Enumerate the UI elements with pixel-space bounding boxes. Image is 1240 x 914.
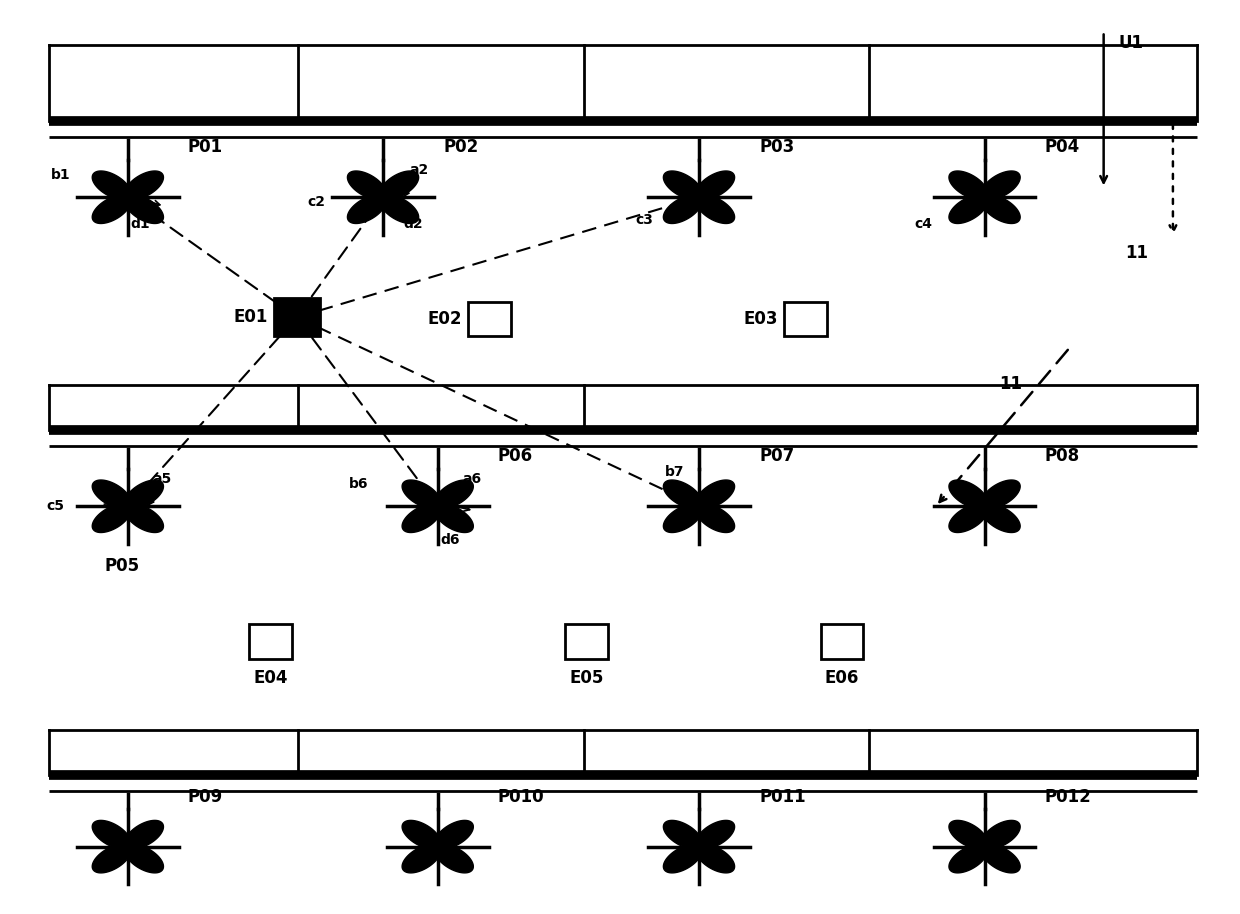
Text: P01: P01 [188,138,223,156]
Text: c2: c2 [308,195,325,208]
Text: P03: P03 [759,138,795,156]
Text: b6: b6 [348,477,368,491]
Text: a2: a2 [410,164,429,177]
Text: P07: P07 [759,448,795,465]
Text: c3: c3 [635,213,653,227]
Text: 11: 11 [1126,244,1148,261]
Text: a5: a5 [153,473,171,486]
Text: P02: P02 [443,138,479,156]
Polygon shape [696,195,734,224]
Polygon shape [435,845,474,873]
Polygon shape [435,505,474,533]
Polygon shape [982,195,1021,224]
Text: P010: P010 [497,788,544,806]
Polygon shape [663,480,702,508]
Polygon shape [696,821,734,849]
Polygon shape [347,171,386,199]
Text: d6: d6 [440,533,460,547]
Text: b1: b1 [51,168,71,182]
Bar [565,624,608,658]
Polygon shape [982,171,1021,199]
Text: c5: c5 [46,499,64,514]
Text: P04: P04 [1044,138,1080,156]
Bar [274,299,320,336]
Bar [784,302,827,336]
Bar [821,624,863,658]
Text: a6: a6 [463,473,481,486]
Polygon shape [402,845,440,873]
Text: 11: 11 [999,375,1022,392]
Polygon shape [949,821,987,849]
Polygon shape [663,505,702,533]
Polygon shape [402,821,440,849]
Polygon shape [92,195,130,224]
Text: P012: P012 [1044,788,1091,806]
Polygon shape [92,845,130,873]
Polygon shape [125,480,164,508]
Text: U1: U1 [1118,34,1143,52]
Polygon shape [435,821,474,849]
Text: P09: P09 [188,788,223,806]
Polygon shape [696,505,734,533]
Polygon shape [347,195,386,224]
Polygon shape [663,195,702,224]
Polygon shape [982,505,1021,533]
Text: P08: P08 [1044,448,1080,465]
Bar [467,302,511,336]
Polygon shape [696,480,734,508]
Polygon shape [663,845,702,873]
Text: E05: E05 [569,669,604,687]
Polygon shape [663,171,702,199]
Polygon shape [949,480,987,508]
Polygon shape [125,505,164,533]
Text: d2: d2 [403,218,423,231]
Polygon shape [949,171,987,199]
Polygon shape [696,845,734,873]
Polygon shape [982,480,1021,508]
Text: P05: P05 [104,558,140,575]
Polygon shape [949,845,987,873]
Text: c4: c4 [915,218,932,231]
Polygon shape [949,195,987,224]
Text: E06: E06 [825,669,859,687]
Polygon shape [92,171,130,199]
Polygon shape [949,505,987,533]
Text: E04: E04 [253,669,288,687]
Text: E03: E03 [744,310,777,328]
Polygon shape [696,171,734,199]
Polygon shape [435,480,474,508]
Text: P011: P011 [759,788,806,806]
Text: b7: b7 [665,465,684,479]
Polygon shape [982,845,1021,873]
Polygon shape [381,195,419,224]
Polygon shape [92,821,130,849]
Polygon shape [402,480,440,508]
Text: P06: P06 [497,448,533,465]
Text: E02: E02 [428,310,463,328]
Text: E01: E01 [233,308,268,326]
Polygon shape [125,195,164,224]
Polygon shape [125,821,164,849]
Bar [249,624,291,658]
Polygon shape [381,171,419,199]
Polygon shape [402,505,440,533]
Text: d1: d1 [130,218,150,231]
Polygon shape [125,171,164,199]
Polygon shape [663,821,702,849]
Polygon shape [92,480,130,508]
Polygon shape [125,845,164,873]
Polygon shape [92,505,130,533]
Polygon shape [982,821,1021,849]
